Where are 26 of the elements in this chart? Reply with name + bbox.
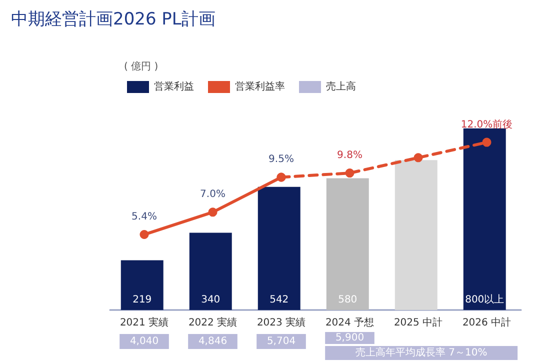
text: 5,704 bbox=[266, 336, 296, 347]
x-tick-label: 2023 実績 bbox=[256, 316, 306, 328]
data-label: 800以上 bbox=[465, 294, 504, 306]
data-label: 219 bbox=[132, 294, 152, 306]
data-label: 9.8% bbox=[337, 150, 362, 162]
data-label: 7.0% bbox=[200, 189, 226, 200]
text: 5,900 bbox=[335, 332, 364, 344]
text: ( 億円 ) bbox=[124, 60, 158, 72]
legend-label: 営業利益率 bbox=[235, 80, 285, 92]
data-label: 5.4% bbox=[132, 212, 157, 223]
legend-label: 売上高 bbox=[326, 80, 356, 92]
x-tick-label: 2026 中計 bbox=[462, 316, 512, 328]
text: 4,846 bbox=[198, 336, 228, 347]
chart-title: 中期経営計画2026 PL計画 bbox=[11, 10, 216, 30]
x-tick-label: 2024 予想 bbox=[325, 316, 374, 328]
x-tick-label: 2025 中計 bbox=[394, 316, 443, 328]
data-label: 580 bbox=[338, 294, 358, 306]
data-label: 12.0%前後 bbox=[460, 118, 513, 130]
x-tick-label: 2022 実績 bbox=[188, 316, 238, 328]
text: 4,040 bbox=[130, 336, 159, 347]
legend-label: 営業利益 bbox=[154, 80, 194, 92]
data-label: 9.5% bbox=[268, 154, 294, 166]
x-tick-label: 2021 実績 bbox=[120, 316, 169, 328]
data-label: 542 bbox=[270, 294, 289, 306]
data-label: 340 bbox=[201, 294, 220, 306]
text: 売上高年平均成長率 7～10% bbox=[355, 346, 488, 358]
